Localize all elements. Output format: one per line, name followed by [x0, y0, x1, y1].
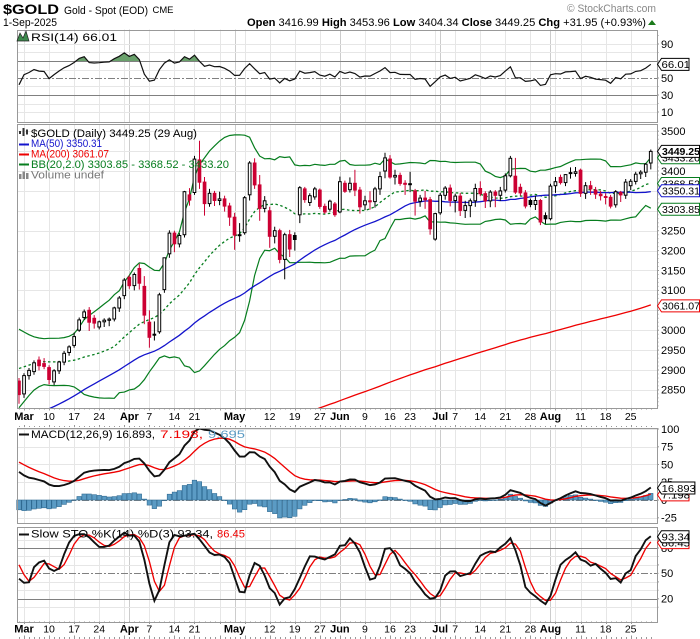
svg-text:May: May	[224, 411, 246, 423]
svg-text:12: 12	[264, 411, 276, 423]
svg-text:3100: 3100	[661, 285, 685, 297]
svg-text:MA(200) 3061.07: MA(200) 3061.07	[31, 149, 109, 161]
svg-text:Jul: Jul	[432, 411, 448, 423]
svg-text:50: 50	[661, 459, 673, 471]
svg-text:16: 16	[384, 411, 396, 423]
svg-text:21: 21	[189, 624, 201, 636]
svg-text:BB(20,2.0) 3303.85 - 3368.52 -: BB(20,2.0) 3303.85 - 3368.52 - 3433.20	[31, 159, 229, 171]
svg-text:Open 3416.99 High 3453.96 Low: Open 3416.99 High 3453.96 Low 3404.34 Cl…	[247, 17, 646, 29]
svg-text:3400: 3400	[661, 166, 685, 178]
svg-text:3150: 3150	[661, 265, 685, 277]
svg-text:7: 7	[452, 624, 458, 636]
svg-text:Jun: Jun	[330, 411, 350, 423]
svg-text:© StockCharts.com: © StockCharts.com	[567, 3, 656, 15]
svg-text:Slow STO %K(14) %D(3) 93.34,: Slow STO %K(14) %D(3) 93.34,	[31, 529, 213, 541]
svg-text:14: 14	[169, 624, 181, 636]
svg-text:23: 23	[404, 411, 416, 423]
svg-text:MA(50) 3350.31: MA(50) 3350.31	[31, 138, 102, 150]
svg-text:10: 10	[43, 411, 55, 423]
svg-text:19: 19	[289, 624, 301, 636]
svg-text:Aug: Aug	[540, 411, 561, 423]
svg-text:93.34: 93.34	[662, 532, 691, 544]
svg-text:3200: 3200	[661, 245, 685, 257]
svg-text:21: 21	[500, 624, 512, 636]
svg-text:3500: 3500	[661, 126, 685, 138]
svg-text:3061.07: 3061.07	[662, 301, 700, 313]
svg-text:30: 30	[661, 90, 673, 102]
svg-text:2900: 2900	[661, 365, 685, 377]
svg-text:2950: 2950	[661, 345, 685, 357]
svg-text:3000: 3000	[661, 325, 685, 337]
svg-text:7: 7	[452, 411, 458, 423]
svg-text:7: 7	[146, 624, 152, 636]
svg-text:18: 18	[600, 411, 612, 423]
svg-text:9: 9	[362, 624, 368, 636]
svg-text:17: 17	[68, 624, 80, 636]
svg-text:11: 11	[575, 624, 586, 636]
svg-text:50: 50	[661, 568, 673, 580]
svg-text:27: 27	[314, 411, 326, 423]
svg-text:3250: 3250	[661, 226, 685, 238]
svg-text:1-Sep-2025: 1-Sep-2025	[3, 17, 57, 29]
svg-text:90: 90	[661, 39, 673, 51]
svg-text:May: May	[224, 624, 246, 636]
svg-text:10: 10	[661, 107, 673, 119]
svg-text:Jul: Jul	[432, 624, 448, 636]
svg-text:Gold - Spot (EOD): Gold - Spot (EOD)	[64, 5, 148, 17]
svg-text:Jun: Jun	[330, 624, 350, 636]
svg-text:9.695: 9.695	[208, 429, 245, 441]
svg-text:86.45: 86.45	[217, 529, 245, 541]
svg-text:$GOLD: $GOLD	[3, 2, 59, 17]
svg-text:9: 9	[362, 411, 368, 423]
svg-text:16.893: 16.893	[662, 483, 696, 495]
svg-text:RSI(14) 66.01: RSI(14) 66.01	[31, 32, 117, 44]
svg-text:18: 18	[600, 624, 612, 636]
svg-text:14: 14	[169, 411, 181, 423]
svg-text:Mar: Mar	[14, 411, 34, 423]
svg-text:24: 24	[93, 411, 105, 423]
svg-text:66.01: 66.01	[662, 59, 691, 71]
svg-text:Mar: Mar	[14, 624, 34, 636]
svg-text:7: 7	[146, 411, 152, 423]
svg-text:100: 100	[661, 424, 679, 436]
svg-text:CME: CME	[153, 5, 174, 16]
svg-text:20: 20	[661, 594, 673, 606]
svg-text:3449.25: 3449.25	[662, 146, 700, 158]
svg-text:Apr: Apr	[120, 624, 140, 636]
svg-text:MACD(12,26,9) 16.893,: MACD(12,26,9) 16.893,	[31, 429, 155, 441]
svg-text:2850: 2850	[661, 385, 685, 397]
svg-text:21: 21	[500, 411, 512, 423]
svg-text:19: 19	[289, 411, 301, 423]
svg-text:25: 25	[625, 624, 637, 636]
svg-text:25: 25	[625, 411, 637, 423]
svg-text:17: 17	[68, 411, 80, 423]
svg-text:Apr: Apr	[120, 411, 140, 423]
svg-text:$GOLD (Daily) 3449.25 (29 Aug): $GOLD (Daily) 3449.25 (29 Aug)	[31, 128, 197, 140]
svg-text:-25: -25	[661, 513, 677, 525]
svg-text:23: 23	[404, 624, 416, 636]
svg-text:11: 11	[575, 411, 586, 423]
svg-text:12: 12	[264, 624, 276, 636]
svg-text:10: 10	[43, 624, 55, 636]
svg-text:21: 21	[189, 411, 201, 423]
svg-text:3303.85: 3303.85	[662, 204, 700, 216]
svg-text:50: 50	[661, 73, 673, 85]
svg-text:3350.31: 3350.31	[662, 186, 700, 198]
svg-text:24: 24	[93, 624, 105, 636]
svg-text:16: 16	[384, 624, 396, 636]
svg-text:28: 28	[525, 411, 537, 423]
svg-text:Volume undef: Volume undef	[31, 170, 105, 182]
svg-text:75: 75	[661, 442, 673, 454]
svg-text:28: 28	[525, 624, 537, 636]
svg-text:7.198,: 7.198,	[160, 429, 203, 441]
svg-text:14: 14	[474, 411, 486, 423]
svg-text:Aug: Aug	[540, 624, 561, 636]
svg-text:14: 14	[474, 624, 486, 636]
svg-text:27: 27	[314, 624, 326, 636]
